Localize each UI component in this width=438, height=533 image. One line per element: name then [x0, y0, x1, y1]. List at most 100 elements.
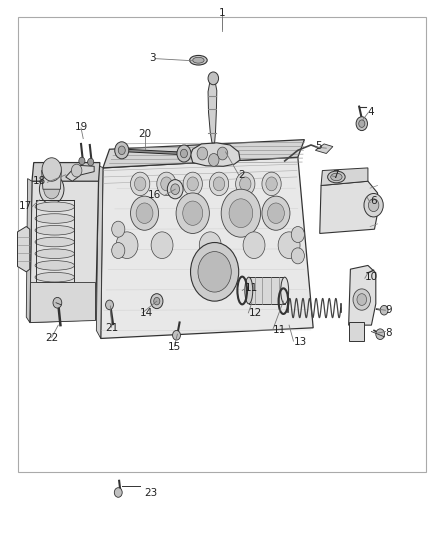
Polygon shape	[249, 277, 285, 304]
Polygon shape	[30, 171, 99, 322]
Circle shape	[357, 294, 367, 305]
Circle shape	[157, 172, 176, 196]
Circle shape	[209, 172, 229, 196]
Circle shape	[180, 149, 187, 158]
Polygon shape	[30, 282, 95, 322]
Text: 10: 10	[365, 272, 378, 282]
Circle shape	[53, 297, 62, 308]
Circle shape	[112, 243, 125, 259]
Ellipse shape	[190, 55, 207, 65]
Circle shape	[268, 203, 284, 223]
Circle shape	[131, 196, 159, 230]
Text: 3: 3	[149, 53, 155, 62]
Circle shape	[240, 177, 251, 191]
Circle shape	[151, 232, 173, 259]
Circle shape	[380, 305, 388, 315]
Polygon shape	[42, 168, 61, 189]
Polygon shape	[315, 144, 333, 154]
Polygon shape	[26, 179, 32, 322]
Ellipse shape	[35, 225, 74, 235]
Circle shape	[353, 289, 371, 310]
Text: 16: 16	[148, 190, 161, 199]
Text: 13: 13	[293, 337, 307, 347]
Circle shape	[243, 232, 265, 259]
Text: 17: 17	[19, 201, 32, 211]
Circle shape	[116, 232, 138, 259]
Polygon shape	[320, 181, 378, 233]
Circle shape	[173, 330, 180, 340]
Circle shape	[376, 329, 385, 340]
Text: 11: 11	[273, 326, 286, 335]
Circle shape	[359, 120, 365, 127]
Circle shape	[278, 232, 300, 259]
Text: 1: 1	[219, 9, 226, 18]
Circle shape	[171, 184, 180, 195]
Circle shape	[88, 158, 94, 166]
Circle shape	[44, 180, 60, 199]
Text: 12: 12	[248, 308, 261, 318]
Circle shape	[42, 158, 61, 181]
Text: 7: 7	[332, 170, 339, 180]
Ellipse shape	[281, 277, 289, 304]
Ellipse shape	[193, 58, 204, 63]
Circle shape	[197, 147, 208, 160]
Circle shape	[213, 177, 225, 191]
Circle shape	[191, 243, 239, 301]
Circle shape	[266, 177, 277, 191]
Text: 2: 2	[239, 170, 245, 180]
Circle shape	[167, 180, 183, 199]
Text: 21: 21	[105, 324, 118, 333]
Circle shape	[118, 146, 125, 155]
Circle shape	[183, 201, 203, 225]
Circle shape	[112, 221, 125, 237]
Polygon shape	[208, 79, 217, 143]
Ellipse shape	[35, 272, 74, 282]
Text: 23: 23	[145, 488, 158, 498]
Circle shape	[161, 177, 172, 191]
Circle shape	[199, 232, 221, 259]
Circle shape	[217, 147, 228, 160]
Circle shape	[262, 172, 281, 196]
Text: 20: 20	[138, 130, 151, 139]
Text: 5: 5	[315, 141, 322, 151]
Text: 8: 8	[385, 328, 392, 337]
Polygon shape	[66, 165, 94, 181]
Circle shape	[262, 196, 290, 230]
Polygon shape	[349, 322, 364, 341]
Circle shape	[364, 193, 383, 217]
Ellipse shape	[328, 171, 345, 183]
Circle shape	[291, 227, 304, 243]
Polygon shape	[96, 165, 103, 338]
Circle shape	[151, 294, 163, 309]
Circle shape	[131, 172, 150, 196]
Circle shape	[114, 488, 122, 497]
Polygon shape	[101, 157, 313, 338]
Ellipse shape	[35, 237, 74, 247]
Circle shape	[356, 117, 367, 131]
Ellipse shape	[35, 249, 74, 259]
Circle shape	[134, 177, 146, 191]
Circle shape	[39, 174, 64, 204]
Text: 6: 6	[370, 197, 377, 206]
Circle shape	[115, 142, 129, 159]
Circle shape	[208, 72, 219, 85]
Circle shape	[79, 157, 85, 165]
Ellipse shape	[35, 214, 74, 223]
Ellipse shape	[245, 277, 253, 304]
Text: 19: 19	[74, 122, 88, 132]
Circle shape	[106, 300, 113, 310]
Polygon shape	[349, 265, 376, 325]
Polygon shape	[103, 140, 304, 168]
Circle shape	[183, 172, 202, 196]
Bar	[18, 17, 426, 472]
Ellipse shape	[35, 202, 74, 212]
Circle shape	[136, 203, 153, 223]
Polygon shape	[32, 163, 100, 181]
Circle shape	[71, 164, 82, 177]
Circle shape	[154, 297, 160, 305]
Circle shape	[229, 199, 253, 228]
Text: 18: 18	[33, 176, 46, 186]
Circle shape	[176, 193, 209, 233]
Circle shape	[198, 252, 231, 292]
Circle shape	[291, 248, 304, 264]
